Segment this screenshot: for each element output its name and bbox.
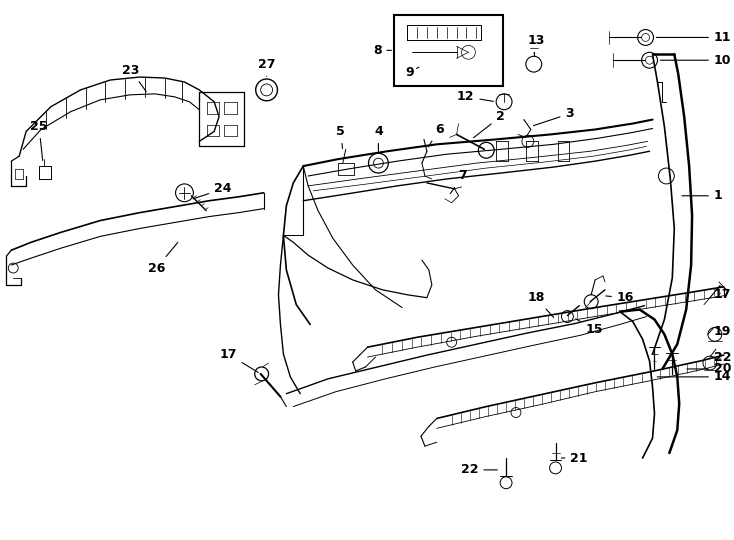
Text: 25: 25 bbox=[30, 120, 48, 160]
Text: 19: 19 bbox=[714, 325, 731, 338]
Text: 7: 7 bbox=[450, 170, 468, 193]
Text: 14: 14 bbox=[657, 370, 731, 383]
Text: 18: 18 bbox=[527, 291, 553, 318]
Text: 24: 24 bbox=[193, 183, 232, 199]
Text: 21: 21 bbox=[562, 451, 588, 464]
Text: 15: 15 bbox=[575, 319, 603, 336]
Bar bbox=[394, 15, 503, 86]
Text: 16: 16 bbox=[606, 291, 634, 304]
Text: 2: 2 bbox=[473, 110, 505, 138]
Text: 5: 5 bbox=[336, 125, 345, 148]
Text: 26: 26 bbox=[148, 242, 178, 274]
Text: 4: 4 bbox=[374, 125, 383, 151]
Text: 6: 6 bbox=[429, 123, 443, 147]
Text: 1: 1 bbox=[682, 190, 722, 202]
Text: 20: 20 bbox=[687, 362, 731, 375]
Text: 11: 11 bbox=[656, 31, 731, 44]
Text: 22: 22 bbox=[714, 350, 731, 363]
Text: 10: 10 bbox=[661, 53, 731, 67]
Text: 9: 9 bbox=[405, 65, 419, 79]
Text: 17: 17 bbox=[714, 288, 731, 301]
Text: 3: 3 bbox=[534, 107, 574, 126]
Text: 12: 12 bbox=[457, 90, 493, 103]
Text: 23: 23 bbox=[122, 64, 146, 92]
Text: 22: 22 bbox=[461, 463, 498, 476]
Text: 27: 27 bbox=[258, 58, 275, 76]
Text: 8: 8 bbox=[373, 44, 391, 57]
Text: 13: 13 bbox=[527, 34, 545, 53]
Text: 17: 17 bbox=[219, 348, 258, 373]
